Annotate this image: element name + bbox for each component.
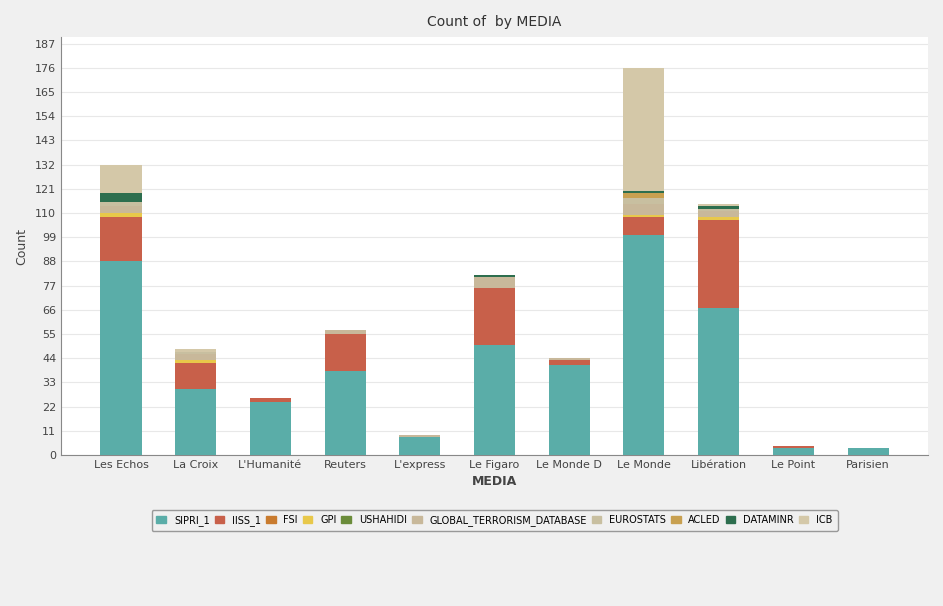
Bar [324, 371, 366, 455]
Bar [175, 389, 216, 455]
Bar [698, 211, 739, 218]
Bar [773, 448, 814, 455]
Bar [623, 235, 665, 455]
Bar [175, 351, 216, 354]
Bar [101, 213, 141, 218]
Bar [175, 354, 216, 361]
Bar [399, 435, 440, 438]
Bar [623, 68, 665, 191]
Bar [474, 277, 515, 288]
Bar [250, 402, 291, 455]
Bar [101, 193, 141, 202]
Title: Count of  by MEDIA: Count of by MEDIA [427, 15, 562, 29]
Bar [623, 191, 665, 193]
Bar [549, 361, 589, 365]
Bar [623, 218, 665, 235]
Bar [698, 218, 739, 219]
Bar [250, 398, 291, 402]
Bar [848, 448, 888, 455]
Bar [101, 218, 141, 261]
Bar [101, 165, 141, 193]
Bar [698, 207, 739, 208]
Bar [101, 261, 141, 455]
Bar [698, 219, 739, 308]
Bar [623, 215, 665, 218]
Bar [175, 362, 216, 389]
Bar [101, 202, 141, 207]
Bar [698, 308, 739, 455]
Bar [474, 275, 515, 277]
Bar [773, 446, 814, 448]
X-axis label: MEDIA: MEDIA [472, 475, 517, 488]
Bar [474, 345, 515, 455]
Bar [549, 358, 589, 361]
Bar [698, 204, 739, 207]
Bar [399, 438, 440, 455]
Bar [698, 208, 739, 211]
Bar [474, 288, 515, 345]
Bar [623, 204, 665, 215]
Bar [175, 350, 216, 351]
Legend: SIPRI_1, IISS_1, FSI, GPI, USHAHIDI, GLOBAL_TERRORISM_DATABASE, EUROSTATS, ACLED: SIPRI_1, IISS_1, FSI, GPI, USHAHIDI, GLO… [152, 510, 837, 531]
Bar [623, 198, 665, 204]
Y-axis label: Count: Count [15, 227, 28, 265]
Bar [101, 207, 141, 213]
Bar [623, 193, 665, 198]
Bar [324, 334, 366, 371]
Bar [324, 330, 366, 334]
Bar [549, 365, 589, 455]
Bar [175, 361, 216, 362]
